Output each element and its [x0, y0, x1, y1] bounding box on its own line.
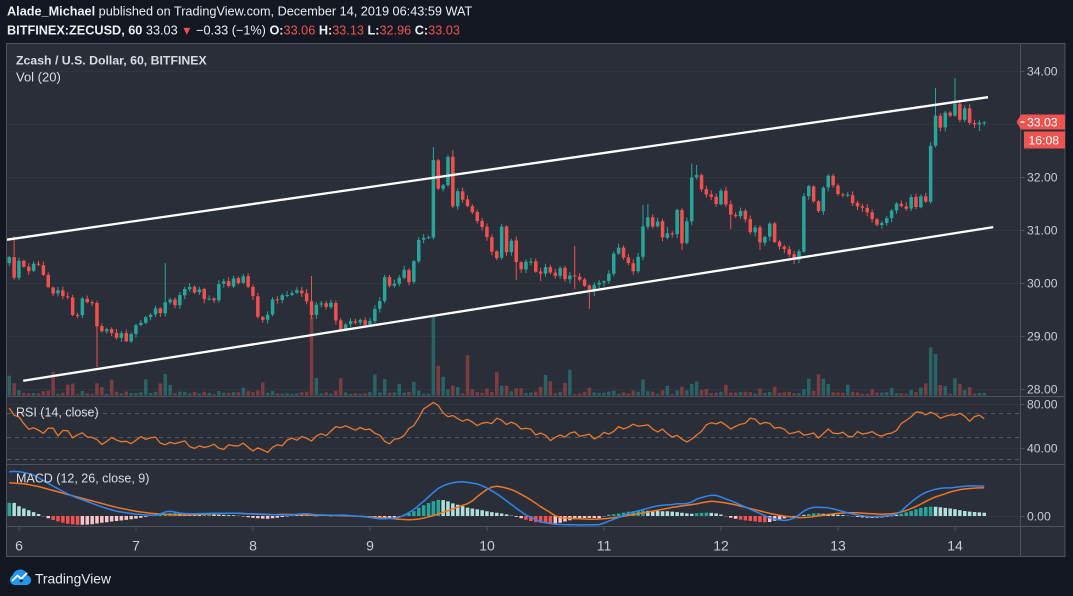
svg-text:16:08: 16:08 — [1029, 134, 1060, 148]
svg-text:29.00: 29.00 — [1027, 330, 1058, 344]
svg-text:28.00: 28.00 — [1027, 383, 1058, 397]
svg-text:80.00: 80.00 — [1027, 398, 1058, 412]
svg-text:34.00: 34.00 — [1027, 65, 1058, 79]
svg-text:Alade_Michael published on Tra: Alade_Michael published on TradingView.c… — [7, 5, 472, 19]
svg-text:32.00: 32.00 — [1027, 171, 1058, 185]
svg-text:11: 11 — [597, 538, 612, 554]
svg-text:14: 14 — [947, 538, 963, 554]
svg-text:TradingView: TradingView — [35, 572, 111, 587]
svg-text:6: 6 — [15, 538, 23, 554]
svg-text:8: 8 — [249, 538, 257, 554]
svg-text:Vol (20): Vol (20) — [16, 70, 61, 85]
svg-text:10: 10 — [479, 538, 495, 554]
svg-text:12: 12 — [713, 538, 729, 554]
svg-text:0.00: 0.00 — [1027, 510, 1051, 524]
svg-text:40.00: 40.00 — [1027, 442, 1058, 456]
svg-text:30.00: 30.00 — [1027, 277, 1058, 291]
svg-text:MACD (12, 26, close, 9): MACD (12, 26, close, 9) — [16, 472, 149, 486]
svg-text:RSI (14, close): RSI (14, close) — [16, 406, 99, 420]
svg-text:9: 9 — [366, 538, 374, 554]
svg-text:BITFINEX:ZECUSD, 60 33.03 ▼ −0: BITFINEX:ZECUSD, 60 33.03 ▼ −0.33 (−1%) … — [7, 24, 460, 38]
svg-text:Zcash / U.S. Dollar, 60, BITFI: Zcash / U.S. Dollar, 60, BITFINEX — [16, 54, 207, 68]
svg-text:13: 13 — [830, 538, 846, 554]
svg-text:7: 7 — [132, 538, 140, 554]
svg-text:31.00: 31.00 — [1027, 224, 1058, 238]
svg-text:33.03: 33.03 — [1027, 116, 1058, 130]
